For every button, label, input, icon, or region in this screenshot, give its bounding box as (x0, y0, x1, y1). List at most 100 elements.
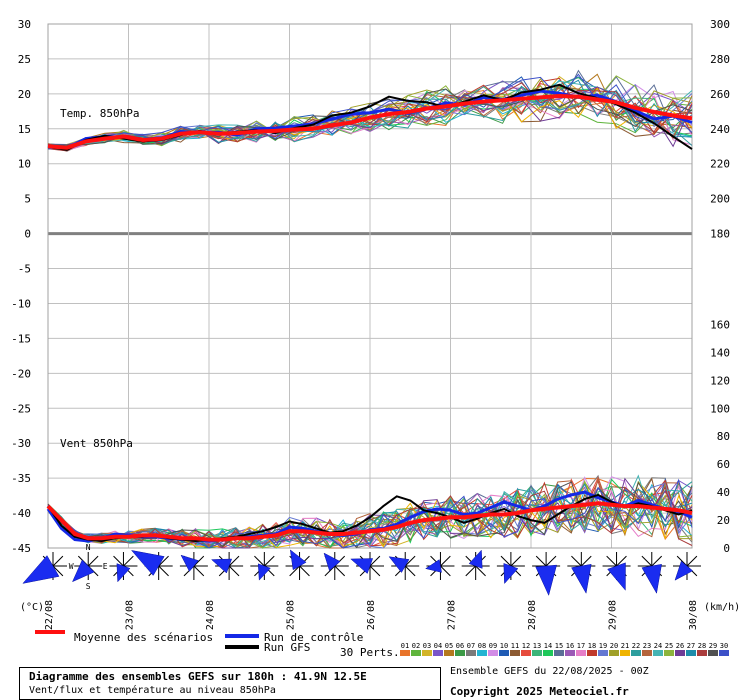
main-series: Temp. 850hPa Vent 850hPa (46, 83, 693, 543)
legend-pert-id: 03 (423, 642, 431, 650)
legend-pert-swatch (521, 650, 531, 656)
left-tick-label: 5 (24, 193, 31, 206)
legend-pert-swatch (642, 650, 652, 656)
legend-pert-swatch (543, 650, 553, 656)
legend-pert-swatch (664, 650, 674, 656)
left-tick-label: -20 (11, 367, 31, 380)
legend-perts-label: 30 Perts. (340, 646, 400, 659)
wind-arrow (388, 552, 420, 580)
left-tick-label: -45 (11, 542, 31, 555)
wind-arrow (22, 552, 67, 584)
legend-pert-id: 18 (588, 642, 596, 650)
compass-w: W (69, 562, 74, 571)
legend-pert-id: 08 (478, 642, 486, 650)
wind-arrow (109, 552, 138, 583)
legend-pert-swatch (400, 650, 410, 656)
right-tick-label: 300 (710, 18, 730, 31)
temp-perturbation-line (47, 82, 693, 152)
right-tick-label: 0 (723, 542, 730, 555)
legend-pert-id: 17 (577, 642, 585, 650)
x-tick-label: 23/08 (125, 600, 136, 630)
wind-arrow-head (22, 555, 60, 584)
wind-arrow-head (210, 558, 233, 574)
right-tick-label: 280 (710, 53, 730, 66)
legend-pert-id: 19 (599, 642, 607, 650)
legend-gfs-swatch (225, 645, 259, 649)
legend-pert-id: 11 (511, 642, 519, 650)
wind-arrow-head (503, 563, 519, 585)
legend-pert-id: 05 (445, 642, 453, 650)
axes-labels: 30 25 20 15 10 5 0 -5 -10 -15 -20 -25 -30 -35 -40 -45 30… (11, 18, 740, 630)
right-tick-label: 120 (710, 374, 730, 387)
right-tick-label: 200 (710, 193, 730, 206)
wind-arrow (602, 552, 631, 591)
wind-perturbation-line (47, 478, 693, 549)
legend-pert-id: 16 (566, 642, 574, 650)
wind-arrow-head (257, 563, 271, 581)
legend-pert-id: 23 (643, 642, 651, 650)
legend-pert-id: 04 (434, 642, 442, 650)
x-tick-label: 30/08 (688, 600, 699, 630)
wind-arrow-head (116, 563, 131, 583)
legend-pert-id: 12 (522, 642, 530, 650)
legend-pert-id: 21 (621, 642, 629, 650)
legend-pert-id: 06 (456, 642, 464, 650)
legend-control-label: Run de contrôle (264, 631, 363, 644)
right-tick-label: 60 (717, 458, 730, 471)
left-tick-label: 30 (18, 18, 31, 31)
right-tick-label: 240 (710, 123, 730, 136)
legend-pert-swatch (477, 650, 487, 656)
legend-pert-swatch (433, 650, 443, 656)
wind-arrow-head (425, 559, 442, 573)
wind-arrow (532, 552, 561, 597)
legend-pert-id: 24 (654, 642, 662, 650)
legend-pert-swatch (532, 650, 542, 656)
legend-pert-id: 25 (665, 642, 673, 650)
legend-pert-swatch (686, 650, 696, 656)
temp-perturbation-line (47, 88, 693, 146)
legend-pert-swatch (620, 650, 630, 656)
wind-perturbation-line (47, 474, 693, 546)
right-tick-label: 20 (717, 514, 730, 527)
legend-pert-id: 20 (610, 642, 618, 650)
left-tick-label: -30 (11, 437, 31, 450)
right-tick-label: 100 (710, 402, 730, 415)
legend-pert-swatch (609, 650, 619, 656)
legend-pert-swatch (455, 650, 465, 656)
legend-pert-swatch (587, 650, 597, 656)
wind-arrow (320, 552, 349, 580)
wind-arrow (425, 552, 455, 580)
right-tick-label: 80 (717, 430, 730, 443)
legend-pert-swatch (697, 650, 707, 656)
legend-pert-swatch (488, 650, 498, 656)
legend-pert-id: 02 (412, 642, 420, 650)
legend-pert-swatch (565, 650, 575, 656)
wind-arrow (130, 550, 173, 580)
left-tick-label: -5 (18, 263, 31, 276)
legend-pert-swatch (422, 650, 432, 656)
compass-n: N (86, 543, 91, 552)
wind-arrow (285, 549, 314, 580)
legend-pert-id: 14 (544, 642, 552, 650)
left-tick-label: 20 (18, 88, 31, 101)
legend-pert-swatch (598, 650, 608, 656)
legend-pert-id: 22 (632, 642, 640, 650)
grid (47, 23, 693, 549)
legend-control-swatch (225, 634, 259, 638)
legend-pert-id: 01 (401, 642, 409, 650)
temp-panel-label: Temp. 850hPa (60, 107, 139, 120)
chart-subtitle: Vent/flux et température au niveau 850hP… (29, 685, 276, 696)
legend-pert-id: 30 (720, 642, 728, 650)
legend-pert-id: 09 (489, 642, 497, 650)
wind-arrow-head (674, 560, 694, 581)
legend-pert-id: 26 (676, 642, 684, 650)
copyright: Copyright 2025 Meteociel.fr (450, 685, 629, 698)
wind-arrow-head (180, 554, 199, 572)
right-tick-label: 220 (710, 158, 730, 171)
wind-arrow-head (571, 563, 592, 594)
legend-mean-label: Moyenne des scénarios (74, 631, 213, 644)
right-tick-label: 180 (710, 228, 730, 241)
left-tick-label: -15 (11, 332, 31, 345)
wind-arrow-head (535, 564, 557, 597)
right-tick-label: 40 (717, 486, 730, 499)
